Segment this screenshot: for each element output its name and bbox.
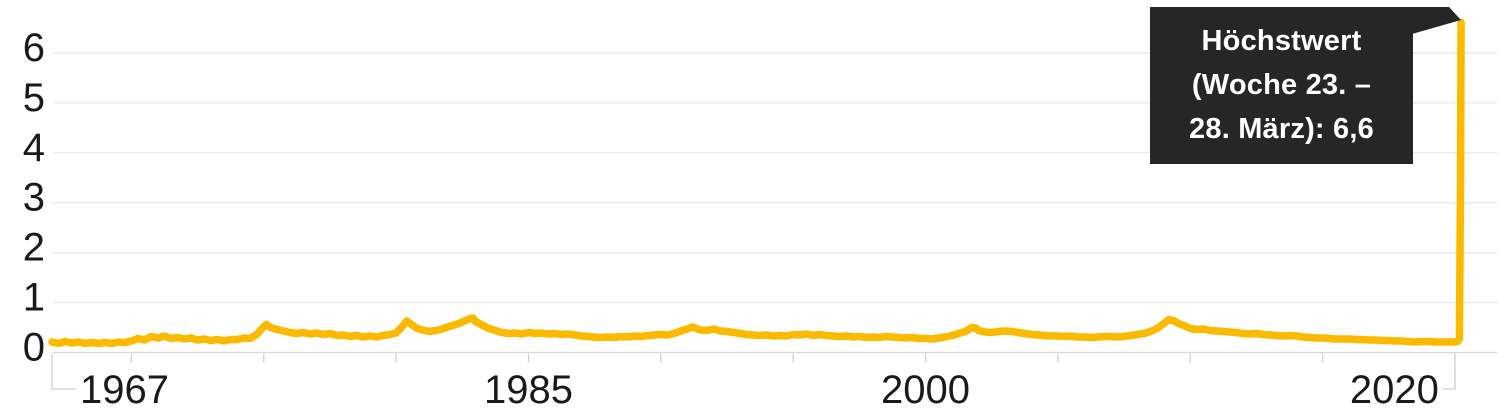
x-axis-label: 2000	[881, 368, 970, 409]
y-axis-label: 3	[23, 176, 45, 220]
callout-pointer	[1412, 7, 1461, 34]
data-line	[48, 18, 1465, 348]
y-axis-label: 4	[23, 126, 45, 170]
annotation-line-1: Höchstwert	[1201, 25, 1362, 57]
annotation-line-3: 28. März): 6,6	[1189, 113, 1374, 145]
y-axis-label: 0	[23, 326, 45, 370]
y-axis-label: 6	[23, 26, 45, 70]
axis-elbow-connector	[1442, 353, 1456, 390]
x-axis-label: 2020	[1350, 368, 1439, 409]
annotation-line-2: (Woche 23. –	[1191, 69, 1372, 101]
annotation-callout: Höchstwert (Woche 23. – 28. März): 6,6	[1150, 7, 1413, 164]
y-axis-label: 5	[23, 76, 45, 120]
x-axis-label: 1985	[484, 368, 573, 409]
y-axis-label: 1	[23, 276, 45, 320]
x-axis-label: 1967	[80, 368, 169, 409]
y-axis-label: 2	[23, 226, 45, 270]
axis-elbow-connector	[51, 353, 76, 390]
